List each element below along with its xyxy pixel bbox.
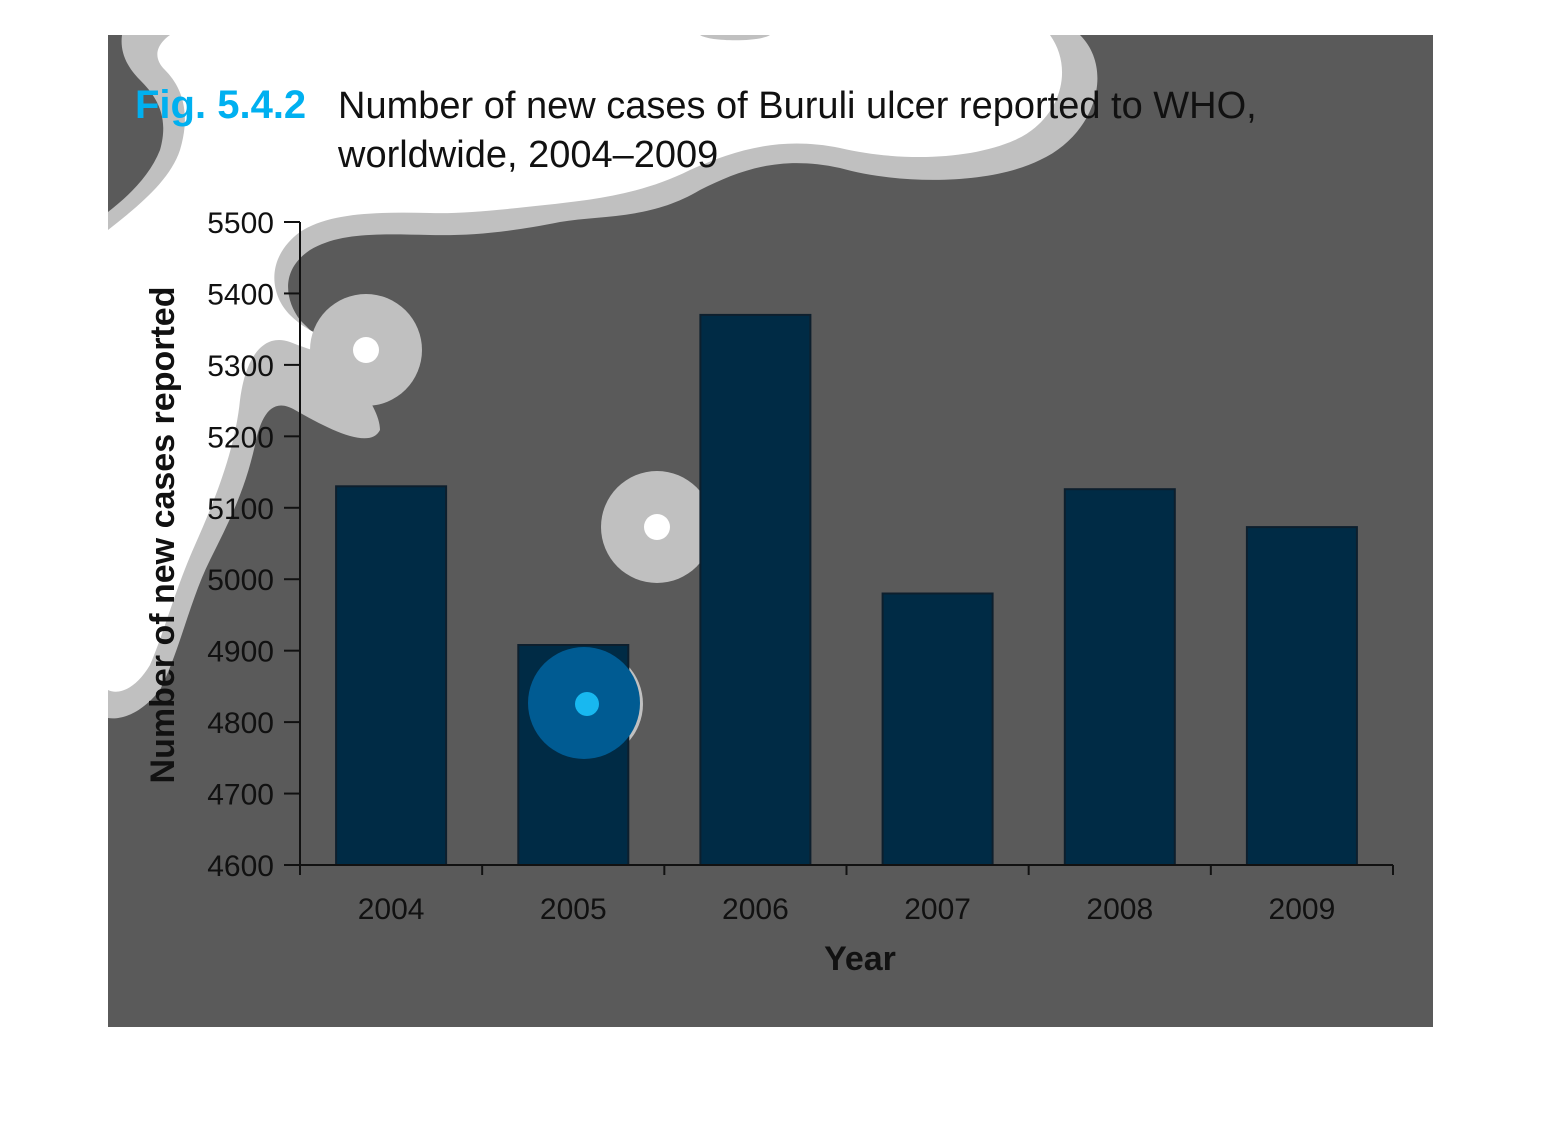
x-tick-label-2008: 2008 — [1086, 893, 1153, 926]
bar-2006 — [699, 313, 812, 866]
y-tick-label-5400: 5400 — [207, 278, 274, 311]
decorative-blob-fill — [108, 35, 1063, 692]
bar-2008 — [1063, 488, 1176, 866]
y-tick-label-4600: 4600 — [207, 850, 274, 883]
decorative-top-notch — [700, 35, 770, 41]
x-tick-label-2009: 2009 — [1269, 893, 1336, 926]
y-tick-label-5100: 5100 — [207, 493, 274, 526]
bar-2009 — [1245, 526, 1358, 866]
decorative-cyan-dot — [575, 692, 599, 716]
figure-title-line-2: worldwide, 2004–2009 — [337, 134, 718, 176]
decorative-spot — [528, 647, 640, 759]
figure-title-line-1: Number of new cases of Buruli ulcer repo… — [338, 85, 1257, 127]
x-tick-label-2006: 2006 — [722, 893, 789, 926]
axes-group: 4600 4700 4800 4900 5000 5100 5200 5300 5400 5500… — [207, 207, 1394, 926]
y-tick-label-5200: 5200 — [207, 421, 274, 454]
y-tick-label-4700: 4700 — [207, 779, 274, 812]
bars-group — [335, 313, 1358, 866]
y-tick-label-5300: 5300 — [207, 350, 274, 383]
y-tick-label-4900: 4900 — [207, 636, 274, 669]
x-tick-label-2005: 2005 — [540, 893, 607, 926]
x-axis-title: Year — [824, 940, 896, 978]
x-tick-label-2007: 2007 — [904, 893, 971, 926]
decorative-dot-1 — [353, 337, 379, 363]
y-axis-title: Number of new cases reported — [144, 287, 182, 784]
y-tick-label-5000: 5000 — [207, 564, 274, 597]
y-tick-label-5500: 5500 — [207, 207, 274, 240]
bar-2004 — [335, 485, 448, 866]
bar-2007 — [881, 592, 994, 866]
decorative-dot-2 — [644, 514, 670, 540]
y-tick-label-4800: 4800 — [207, 707, 274, 740]
figure-label: Fig. 5.4.2 — [135, 83, 306, 127]
x-tick-label-2004: 2004 — [358, 893, 425, 926]
